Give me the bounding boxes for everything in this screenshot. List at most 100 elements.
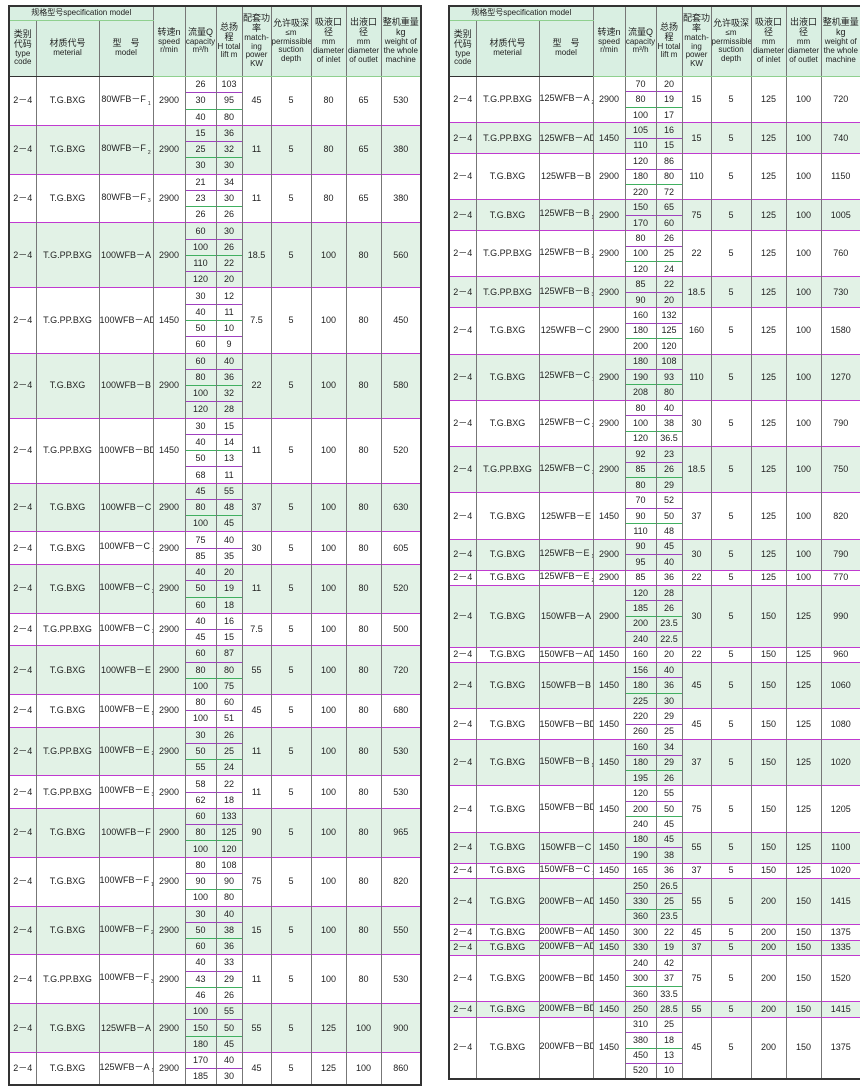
cell-weight: 500 xyxy=(380,612,422,646)
table-row: 2－4 T.G.PP.BXG 100WFB－AD 1450 30 12 7.5 5 100 80 4… xyxy=(8,287,422,354)
cell-suction-depth: 5 xyxy=(270,563,312,614)
cell-total-lift: 24 xyxy=(215,759,243,776)
spec-table: 规格型号specification model 转速n speed r/min 流量Q… xyxy=(448,5,860,1080)
table-row: 50 19 xyxy=(9,580,421,597)
cell-type-code: 2－4 xyxy=(448,924,477,941)
model-subscript: 2 xyxy=(147,149,151,156)
cell-suction-depth: 5 xyxy=(270,612,312,646)
table-row: 2－4T.G.BXG125WFB－C1290018010811051251001… xyxy=(448,353,860,401)
cell-inlet-diameter: 150 xyxy=(750,646,787,663)
table-row: 2－4 T.G.BXG 125WFB－B 2900 120 86 110 5 125 100 115… xyxy=(448,153,860,200)
cell-total-lift: 25 xyxy=(655,893,683,910)
table-row: 30 30 xyxy=(9,157,421,175)
cell-inlet-diameter: 125 xyxy=(750,353,787,401)
cell-outlet-diameter: 100 xyxy=(785,276,822,308)
cell-capacity: 70 xyxy=(624,492,657,509)
cell-suction-depth: 5 xyxy=(270,856,312,907)
cell-suction-depth: 5 xyxy=(270,954,312,1004)
cell-speed: 1450 xyxy=(592,785,626,833)
cell-material: T.G.BXG xyxy=(35,124,100,175)
table-row: 2－4T.G.BXG200WFB－BD1145025028.5555200150… xyxy=(448,1001,860,1018)
cell-material: T.G.BXG xyxy=(35,1003,100,1053)
cell-outlet-diameter: 150 xyxy=(785,939,822,956)
model-name: 100WFB－E xyxy=(99,744,150,755)
cell-inlet-diameter: 150 xyxy=(750,662,787,709)
cell-inlet-diameter: 125 xyxy=(750,276,787,308)
model-name: 150WFB－C xyxy=(539,863,591,874)
cell-speed: 1450 xyxy=(592,739,626,786)
cell-outlet-diameter: 150 xyxy=(785,877,822,925)
column-header-total-lift: 总扬程 H total lift m xyxy=(215,6,243,77)
table-row: 360 33.5 xyxy=(449,985,860,1002)
cell-outlet-diameter: 80 xyxy=(345,905,382,955)
column-header-zh: 吸液口径 xyxy=(755,17,783,38)
cell-model: 200WFB－AD1 xyxy=(538,924,594,941)
cell-total-lift: 14 xyxy=(215,433,243,451)
cell-total-lift: 36 xyxy=(215,368,243,386)
cell-outlet-diameter: 80 xyxy=(345,222,382,288)
cell-material: T.G.PP.BXG xyxy=(35,954,100,1004)
cell-total-lift: 40 xyxy=(655,662,683,678)
cell-total-lift: 40 xyxy=(215,1051,243,1069)
column-header-speed: 转速n speed r/min xyxy=(592,6,626,77)
cell-model: 80WFB－F 1 xyxy=(98,76,154,126)
cell-suction-depth: 5 xyxy=(710,492,752,540)
cell-power: 45 xyxy=(241,76,272,126)
cell-model: 200WFB－AD xyxy=(538,877,594,925)
cell-model: 150WFB－B xyxy=(538,662,594,709)
cell-speed: 1450 xyxy=(592,662,626,709)
column-header-outlet-diameter: 出液口径 mm diameter of outlet xyxy=(785,6,822,77)
cell-type-code: 2－4 xyxy=(448,492,477,540)
cell-total-lift: 30 xyxy=(215,157,243,175)
cell-weight: 760 xyxy=(820,230,860,277)
column-header-zh: 材质代号 xyxy=(49,38,86,49)
cell-total-lift: 125 xyxy=(215,824,243,841)
cell-total-lift: 11 xyxy=(215,466,243,484)
cell-suction-depth: 5 xyxy=(270,417,312,484)
table-row: 2－4T.G.BXG150WFB－BD114501205575515012512… xyxy=(448,785,860,833)
cell-capacity: 45 xyxy=(184,629,217,646)
cell-total-lift: 28 xyxy=(655,584,683,601)
cell-speed: 1450 xyxy=(592,924,626,941)
cell-material: T.G.BXG xyxy=(475,877,540,925)
cell-suction-depth: 5 xyxy=(270,173,312,223)
cell-material: T.G.PP.BXG xyxy=(475,230,540,277)
cell-power: 11 xyxy=(241,726,272,776)
cell-model: 200WFB－AD2 xyxy=(538,939,594,956)
cell-weight: 1060 xyxy=(820,662,860,709)
cell-outlet-diameter: 100 xyxy=(785,199,822,231)
model-name: 100WFB－AD xyxy=(99,314,154,325)
cell-total-lift: 65 xyxy=(655,199,683,216)
cell-total-lift: 36 xyxy=(655,569,683,586)
cell-capacity: 195 xyxy=(624,769,657,786)
cell-capacity: 80 xyxy=(624,476,657,493)
cell-type-code: 2－4 xyxy=(8,612,37,646)
column-header-zh: 允许吸深 xyxy=(713,17,750,28)
cell-speed: 1450 xyxy=(592,831,626,864)
table-row: 90 20 xyxy=(449,291,860,308)
cell-model: 100WFB－C1 xyxy=(98,531,154,565)
cell-capacity: 30 xyxy=(184,726,217,744)
cell-speed: 2900 xyxy=(152,482,186,532)
cell-total-lift: 25 xyxy=(655,723,683,740)
cell-type-code: 2－4 xyxy=(8,954,37,1004)
cell-capacity: 110 xyxy=(624,523,657,540)
cell-total-lift: 103 xyxy=(215,75,243,93)
model-name: 125WFB－C xyxy=(539,416,591,427)
table-row: 2－4 T.G.BXG 150WFB－B 1450 156 40 45 5 150 125 1060 xyxy=(448,662,860,709)
column-header-suction-depth: 允许吸深 ≤m permissible suction depth xyxy=(270,6,312,77)
cell-type-code: 2－4 xyxy=(448,1001,477,1018)
table-row: 80 36 xyxy=(9,368,421,386)
table-row: 2－4 T.G.BXG 200WFB－AD 1450 250 26.5 55 5 200 150 1… xyxy=(448,877,860,925)
cell-power: 11 xyxy=(241,124,272,175)
table-row: 225 30 xyxy=(449,692,860,709)
cell-speed: 2900 xyxy=(152,726,186,776)
table-row: 2－4 T.G.BXG 125WFB－E 1450 70 52 37 5 125 100 820 xyxy=(448,492,860,540)
cell-capacity: 80 xyxy=(184,694,217,711)
cell-weight: 740 xyxy=(820,122,860,154)
cell-power: 7.5 xyxy=(241,612,272,646)
cell-model: 100WFB－E3 xyxy=(98,775,154,809)
cell-capacity: 23 xyxy=(184,189,217,207)
cell-power: 18.5 xyxy=(241,222,272,288)
